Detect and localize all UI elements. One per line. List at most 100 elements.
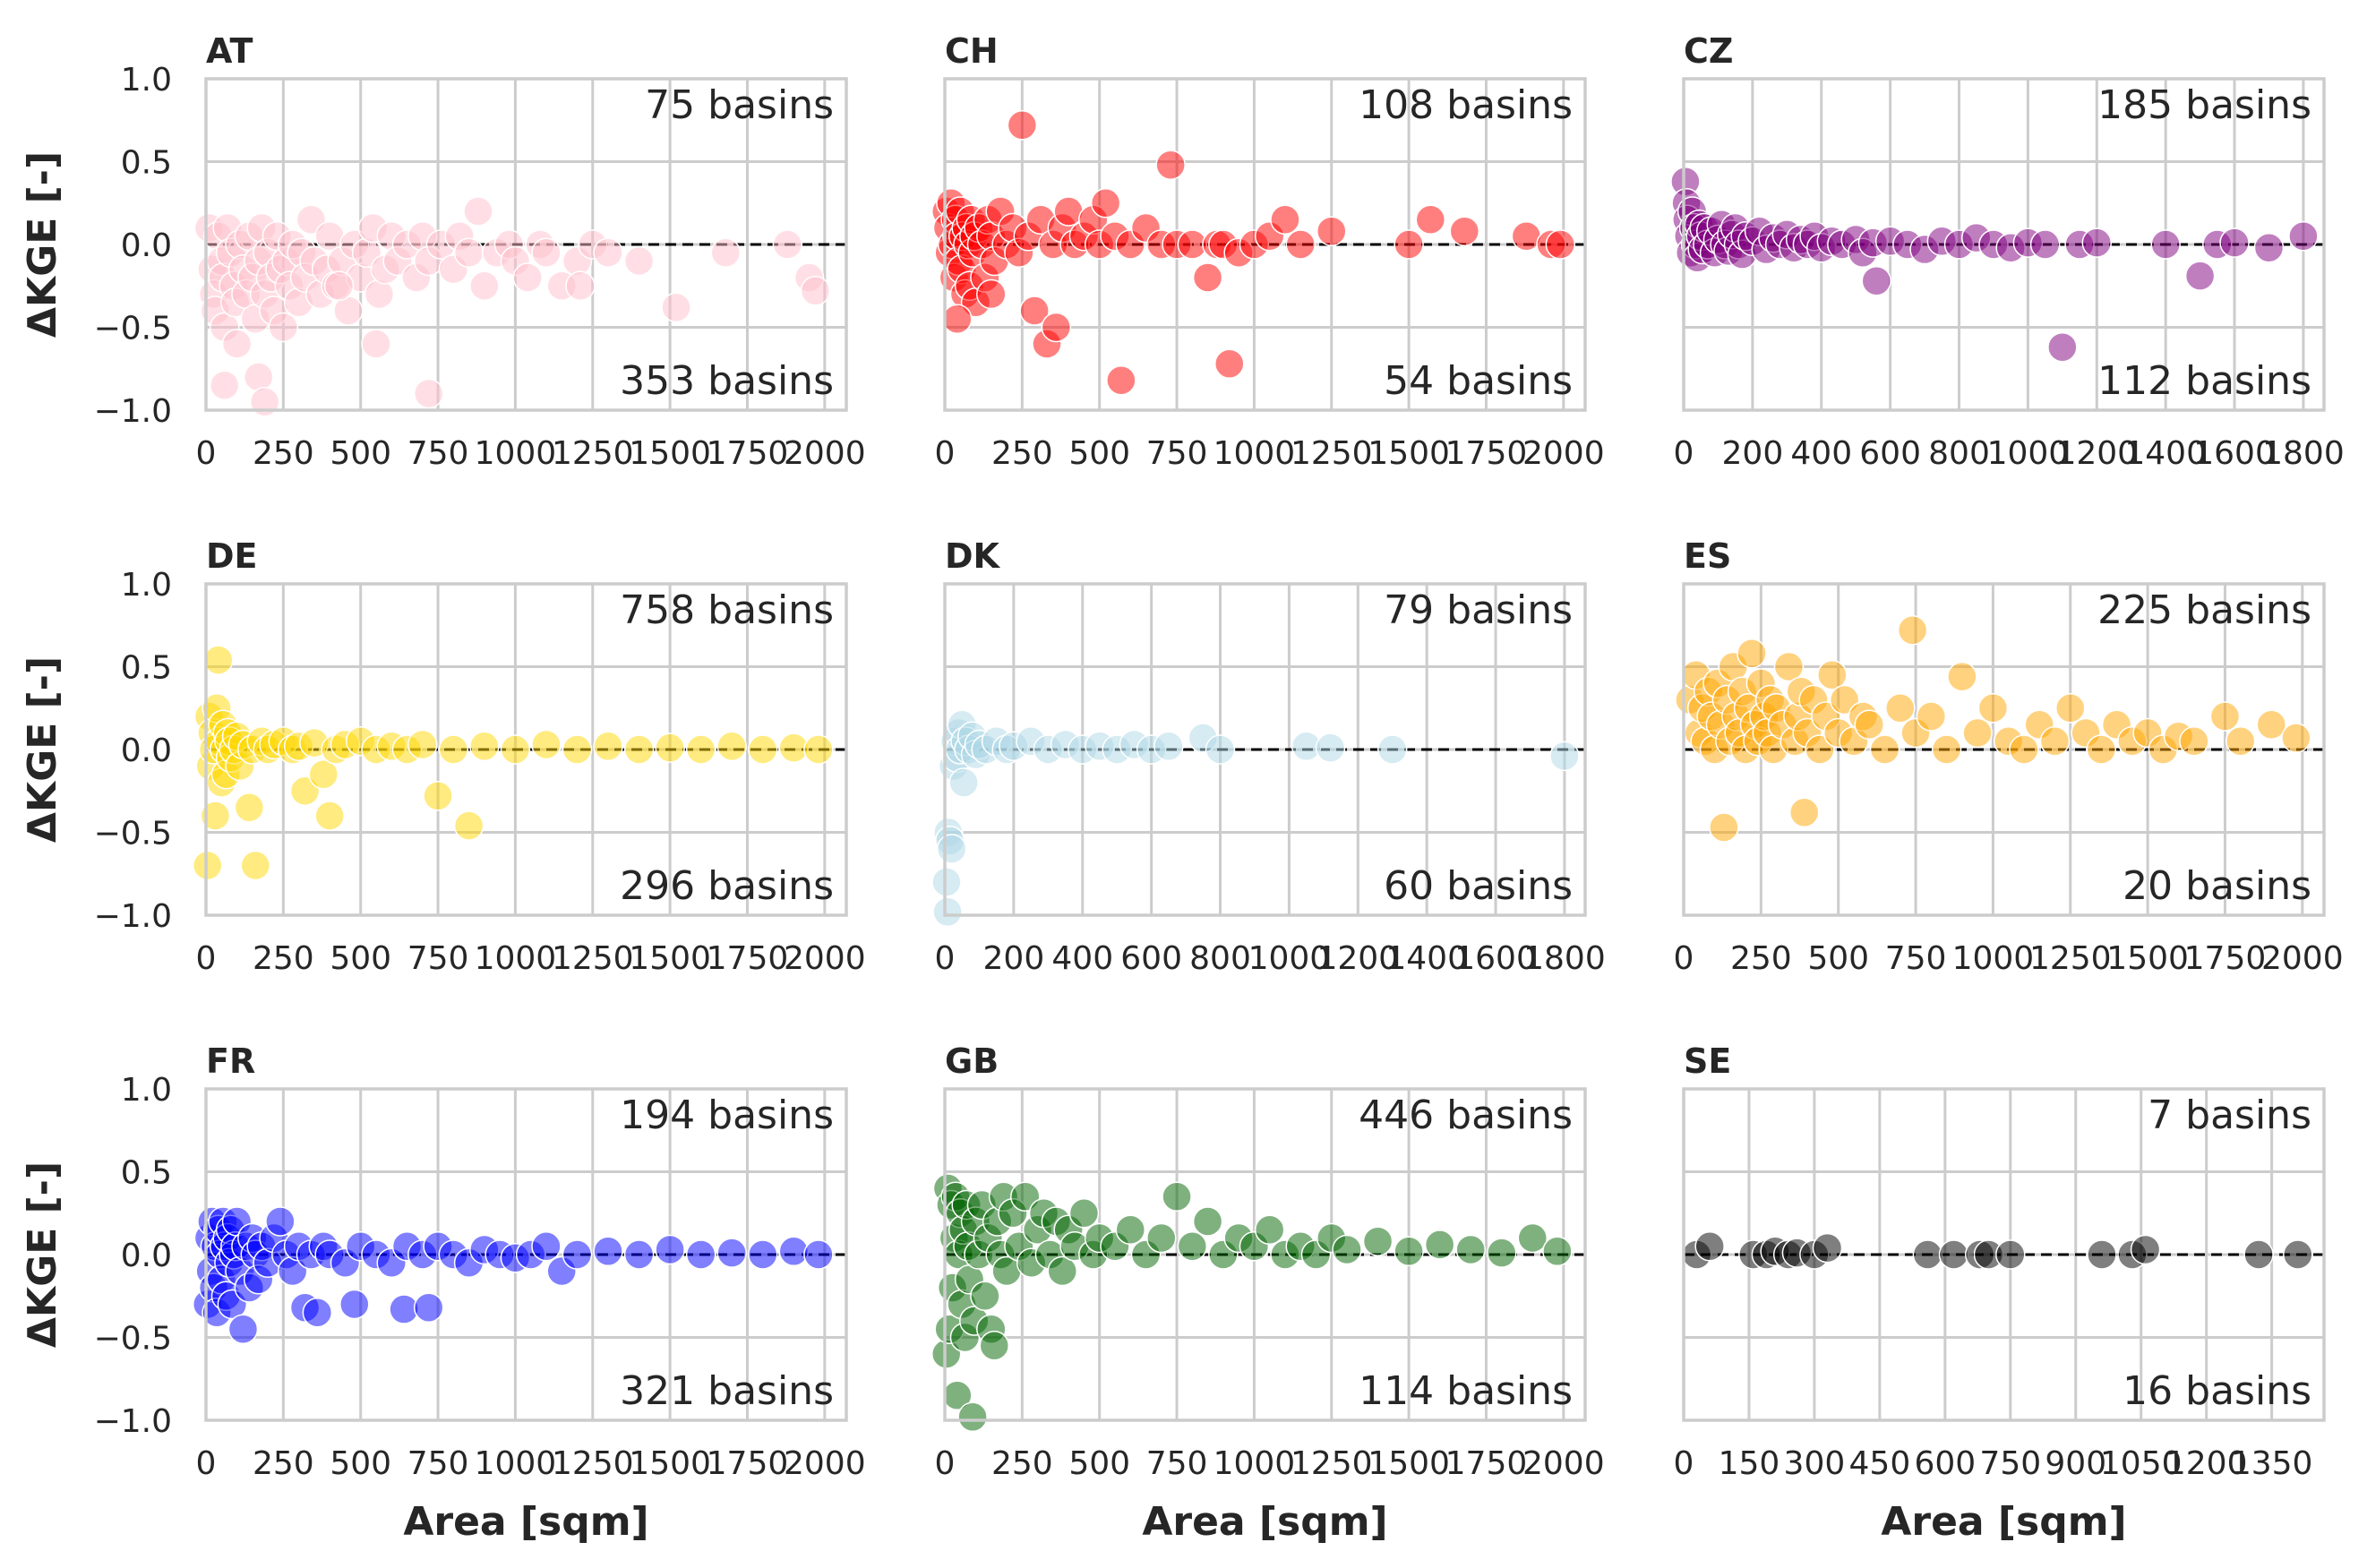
data-point [778, 1236, 810, 1267]
data-point [1315, 733, 1346, 763]
x-tick-label: 1750 [707, 940, 789, 977]
data-point [1916, 701, 1947, 732]
plot-frame [1682, 77, 2326, 412]
x-tick-label: 1250 [552, 940, 634, 977]
data-point [2087, 1239, 2117, 1270]
x-tick-label: 250 [1730, 940, 1792, 977]
plot-frame [204, 1087, 848, 1422]
data-point [562, 1239, 593, 1270]
y-tick-label: 0.5 [121, 145, 172, 182]
panel-fr: FR 194 basins 321 basins 0 250 500 750 10001250… [20, 1041, 866, 1545]
data-point [593, 731, 623, 762]
x-tick-label: 600 [1120, 940, 1182, 977]
bottom-basin-count: 296 basins [620, 863, 834, 909]
bottom-basin-count: 20 basins [2123, 863, 2311, 909]
x-tick-label: 1200 [2055, 435, 2138, 472]
data-point [970, 1281, 1000, 1311]
data-point [1449, 216, 1480, 246]
y-tick-label: 0.0 [121, 227, 172, 264]
x-tick-label: 1250 [1291, 1445, 1373, 1482]
x-tick-label: 1050 [2100, 1445, 2183, 1482]
panel-title: SE [1684, 1041, 1731, 1081]
data-point [1394, 1236, 1424, 1267]
top-basin-count: 7 basins [2148, 1092, 2311, 1138]
data-point [1861, 265, 1892, 296]
data-point [2281, 723, 2311, 753]
data-point [2184, 261, 2216, 291]
data-point [623, 245, 655, 277]
data-point [2130, 1234, 2161, 1265]
data-point [1869, 734, 1900, 765]
plot-frame [943, 1087, 1587, 1422]
data-point [413, 1292, 444, 1323]
x-tick-label: 1400 [1385, 940, 1468, 977]
data-point [1995, 1239, 2026, 1270]
data-point [1155, 150, 1186, 180]
y-axis-label: ΔKGE [-] [20, 1161, 65, 1348]
panel-dk: DK 79 basins 60 basins 0 200 400 600 8001000120… [931, 536, 1606, 977]
data-point [2179, 726, 2209, 757]
data-point [469, 731, 500, 762]
y-tick-label: 0.0 [121, 1238, 172, 1274]
x-tick-label: 1500 [629, 940, 711, 977]
x-tick-label: 0 [935, 435, 956, 472]
data-point [1817, 660, 1848, 690]
data-point [1394, 229, 1424, 260]
data-point [302, 1298, 333, 1328]
data-point [623, 1239, 655, 1270]
data-point [1285, 229, 1316, 260]
y-tick-label: −1.0 [94, 1403, 172, 1440]
data-point [1947, 661, 1977, 692]
data-point [800, 276, 831, 306]
data-point [1376, 734, 1408, 765]
data-point [221, 329, 253, 359]
panel-gb: GB 446 basins 114 basins 0 250 500 750 10001250… [931, 1041, 1605, 1545]
x-tick-label: 1250 [552, 1445, 634, 1482]
top-basin-count: 225 basins [2097, 587, 2311, 633]
panel-title: GB [945, 1041, 999, 1081]
data-point [512, 262, 543, 293]
panel-title: DE [206, 536, 258, 576]
x-tick-label: 1500 [1368, 1445, 1450, 1482]
data-point [1007, 110, 1038, 141]
data-point [1549, 741, 1580, 772]
data-point [314, 801, 345, 831]
data-point [227, 1314, 259, 1344]
x-tick-label: 1750 [707, 435, 789, 472]
top-basin-count: 446 basins [1359, 1092, 1573, 1138]
x-tick-label: 750 [407, 435, 469, 472]
plot-frame [1682, 582, 2326, 917]
data-point [948, 767, 979, 798]
bottom-basin-count: 321 basins [620, 1368, 834, 1414]
x-tick-label: 400 [1790, 435, 1852, 472]
data-point [1146, 1222, 1177, 1254]
x-tick-label: 1200 [1316, 940, 1399, 977]
data-point [1542, 1236, 1573, 1267]
panel-title: CZ [1684, 31, 1733, 71]
data-point [1812, 1232, 1843, 1264]
x-tick-label: 1000 [1214, 435, 1296, 472]
panel-title: ES [1684, 536, 1731, 576]
y-tick-label: −0.5 [94, 311, 172, 347]
data-point [2039, 726, 2071, 757]
panel-title: DK [945, 536, 1001, 576]
x-tick-label: 1000 [475, 940, 557, 977]
x-tick-label: 2000 [1522, 1445, 1605, 1482]
x-tick-label: 1250 [552, 435, 634, 472]
x-tick-label: 500 [330, 940, 391, 977]
data-point [1415, 204, 1446, 235]
data-point [1177, 1231, 1208, 1262]
top-basin-count: 194 basins [620, 1092, 834, 1138]
x-tick-label: 750 [1979, 1445, 2041, 1482]
x-tick-label: 600 [1914, 1445, 1976, 1482]
x-tick-label: 1500 [2106, 940, 2189, 977]
x-tick-label: 150 [1719, 1445, 1780, 1482]
data-point [364, 278, 395, 310]
x-tick-label: 1000 [475, 435, 557, 472]
data-point [1214, 348, 1245, 379]
data-point [747, 734, 778, 765]
x-tick-label: 1000 [1987, 435, 2070, 472]
y-tick-label: −1.0 [94, 898, 172, 935]
top-basin-count: 75 basins [645, 82, 834, 128]
